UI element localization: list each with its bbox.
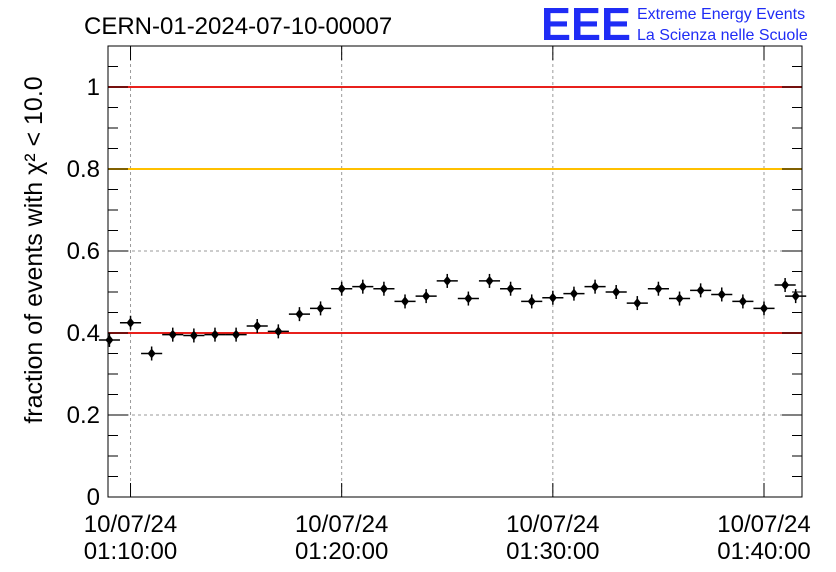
y-tick-label: 0.8 (67, 156, 100, 183)
data-point (759, 303, 768, 314)
data-point (168, 329, 177, 340)
data-point (791, 291, 800, 302)
y-tick-label: 0.4 (67, 320, 100, 347)
x-tick-date-label: 10/07/24 (295, 511, 388, 538)
data-point (232, 329, 241, 340)
y-tick-label: 0 (87, 484, 100, 511)
data-point (126, 317, 135, 328)
data-point (738, 296, 747, 307)
data-point (485, 275, 494, 286)
data-points (98, 273, 807, 361)
data-point (422, 291, 431, 302)
data-point (210, 329, 219, 340)
data-point (147, 348, 156, 359)
y-axis-title: fraction of events with χ² < 10.0 (20, 76, 48, 423)
eee-logo-text: EEE (541, 0, 631, 50)
x-tick-time-label: 01:20:00 (295, 538, 388, 565)
data-point (379, 283, 388, 294)
plot-frame (107, 45, 803, 498)
data-point (612, 287, 621, 297)
eee-logo: EEE Extreme Energy Events La Scienza nel… (541, 0, 808, 50)
y-tick-label: 1 (87, 74, 100, 101)
x-tick-time-label: 01:40:00 (717, 538, 810, 565)
data-point (401, 296, 410, 307)
axis-ticks (108, 45, 802, 498)
data-point (548, 292, 557, 303)
x-tick-labels: 10/07/2401:10:0010/07/2401:20:0010/07/24… (84, 511, 811, 565)
data-point (506, 283, 515, 294)
data-point (443, 275, 452, 286)
data-point (717, 289, 726, 300)
y-tick-label: 0.2 (67, 402, 100, 429)
x-tick-date-label: 10/07/24 (506, 511, 599, 538)
data-point (253, 321, 262, 332)
data-point (569, 288, 578, 299)
y-tick-label: 0.6 (67, 238, 100, 265)
reference-lines (108, 86, 802, 334)
logo-line-2: La Scienza nelle Scuole (637, 27, 808, 44)
x-tick-date-label: 10/07/24 (84, 511, 177, 538)
data-point (295, 309, 304, 320)
data-point (696, 285, 705, 296)
data-point (358, 281, 367, 292)
x-tick-time-label: 01:10:00 (84, 538, 177, 565)
data-point (274, 326, 283, 337)
data-point (591, 281, 600, 292)
data-point (675, 293, 684, 304)
y-tick-labels: 0 0.2 0.4 0.6 0.8 1 (67, 74, 100, 511)
data-point (105, 334, 114, 345)
data-point (654, 283, 663, 294)
data-point (527, 296, 536, 307)
chart-title: CERN-01-2024-07-10-00007 (84, 13, 392, 40)
logo-line-1: Extreme Energy Events (637, 6, 805, 23)
data-point (781, 280, 790, 291)
x-tick-date-label: 10/07/24 (717, 511, 810, 538)
x-tick-time-label: 01:30:00 (506, 538, 599, 565)
data-point (189, 330, 198, 341)
data-point (633, 298, 642, 309)
data-point (464, 293, 473, 304)
data-point (316, 303, 325, 314)
grid-lines (108, 46, 802, 497)
data-point (337, 283, 346, 294)
